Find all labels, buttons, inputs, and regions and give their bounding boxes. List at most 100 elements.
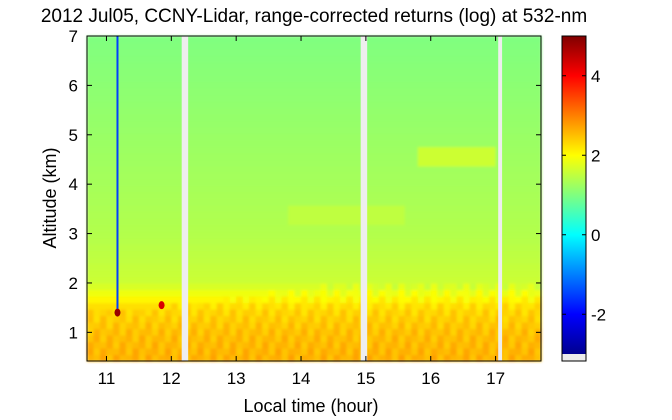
heatmap-cell xyxy=(301,302,309,310)
heatmap-cell xyxy=(236,127,244,135)
heatmap-cell xyxy=(216,159,224,167)
heatmap-cell xyxy=(210,88,218,96)
heatmap-cell xyxy=(145,127,153,135)
heatmap-cell xyxy=(352,237,360,245)
heatmap-cell xyxy=(346,94,354,102)
heatmap-cell xyxy=(294,205,302,213)
heatmap-cell xyxy=(216,348,224,356)
heatmap-cell xyxy=(268,218,276,226)
heatmap-cell xyxy=(443,88,451,96)
heatmap-cell xyxy=(268,263,276,271)
heatmap-cell xyxy=(236,198,244,206)
heatmap-cell xyxy=(262,198,270,206)
heatmap-cell xyxy=(346,270,354,278)
heatmap-cell xyxy=(352,153,360,161)
heatmap-cell xyxy=(515,322,523,330)
heatmap-cell xyxy=(476,146,484,154)
heatmap-cell xyxy=(119,185,127,193)
heatmap-cell xyxy=(288,296,296,304)
heatmap-cell xyxy=(171,68,179,76)
heatmap-cell xyxy=(469,55,477,63)
heatmap-cell xyxy=(236,211,244,219)
heatmap-cell xyxy=(489,289,497,297)
heatmap-cell xyxy=(469,257,477,265)
heatmap-cell xyxy=(268,114,276,122)
heatmap-cell xyxy=(197,55,205,63)
colorbar-tick-label: 2 xyxy=(591,146,600,165)
heatmap-cell xyxy=(314,153,322,161)
heatmap-cell xyxy=(197,263,205,271)
heatmap-cell xyxy=(223,276,231,284)
heatmap-cell xyxy=(502,289,510,297)
heatmap-cell xyxy=(385,133,393,141)
heatmap-cell xyxy=(87,250,95,258)
heatmap-cell xyxy=(463,166,471,174)
heatmap-cell xyxy=(391,205,399,213)
heatmap-cell xyxy=(145,140,153,148)
heatmap-cell xyxy=(456,88,464,96)
heatmap-cell xyxy=(528,114,536,122)
heatmap-cell xyxy=(463,94,471,102)
heatmap-cell xyxy=(372,75,380,83)
heatmap-cell xyxy=(314,172,322,180)
heatmap-cell xyxy=(138,263,146,271)
heatmap-cell xyxy=(385,140,393,148)
heatmap-cell xyxy=(534,114,542,122)
heatmap-cell xyxy=(249,94,257,102)
heatmap-cell xyxy=(502,341,510,349)
heatmap-cell xyxy=(275,133,283,141)
heatmap-cell xyxy=(365,315,373,323)
heatmap-cell xyxy=(151,205,159,213)
heatmap-cell xyxy=(502,335,510,343)
heatmap-cell xyxy=(534,354,542,362)
heatmap-cell xyxy=(255,114,263,122)
heatmap-cell xyxy=(463,107,471,115)
heatmap-cell xyxy=(132,166,140,174)
heatmap-cell xyxy=(171,127,179,135)
heatmap-cell xyxy=(417,159,425,167)
heatmap-cell xyxy=(93,322,101,330)
heatmap-cell xyxy=(489,133,497,141)
heatmap-cell xyxy=(210,211,218,219)
heatmap-cell xyxy=(352,81,360,89)
heatmap-cell xyxy=(320,296,328,304)
heatmap-cell xyxy=(249,127,257,135)
heatmap-cell xyxy=(314,237,322,245)
heatmap-cell xyxy=(281,172,289,180)
heatmap-cell xyxy=(229,101,237,109)
heatmap-cell xyxy=(307,140,315,148)
heatmap-cell xyxy=(391,42,399,50)
heatmap-cell xyxy=(515,244,523,252)
heatmap-cell xyxy=(437,276,445,284)
heatmap-cell xyxy=(404,120,412,128)
heatmap-cell xyxy=(216,231,224,239)
heatmap-cell xyxy=(489,309,497,317)
heatmap-cell xyxy=(119,159,127,167)
heatmap-cell xyxy=(223,42,231,50)
heatmap-cell xyxy=(320,88,328,96)
heatmap-cell xyxy=(138,62,146,70)
heatmap-cell xyxy=(281,270,289,278)
heatmap-cell xyxy=(177,94,185,102)
heatmap-cell xyxy=(145,270,153,278)
heatmap-cell xyxy=(255,81,263,89)
heatmap-cell xyxy=(417,75,425,83)
heatmap-cell xyxy=(372,120,380,128)
heatmap-cell xyxy=(456,341,464,349)
heatmap-cell xyxy=(190,328,198,336)
heatmap-cell xyxy=(398,257,406,265)
heatmap-cell xyxy=(476,185,484,193)
heatmap-cell xyxy=(158,172,166,180)
heatmap-cell xyxy=(320,250,328,258)
heatmap-cell xyxy=(489,322,497,330)
heatmap-cell xyxy=(223,146,231,154)
heatmap-cell xyxy=(463,237,471,245)
heatmap-cell xyxy=(249,36,257,44)
heatmap-cell xyxy=(365,36,373,44)
heatmap-cell xyxy=(132,257,140,265)
heatmap-cell xyxy=(151,36,159,44)
heatmap-cell xyxy=(177,257,185,265)
heatmap-cell xyxy=(515,296,523,304)
heatmap-cell xyxy=(528,36,536,44)
heatmap-cell xyxy=(158,198,166,206)
